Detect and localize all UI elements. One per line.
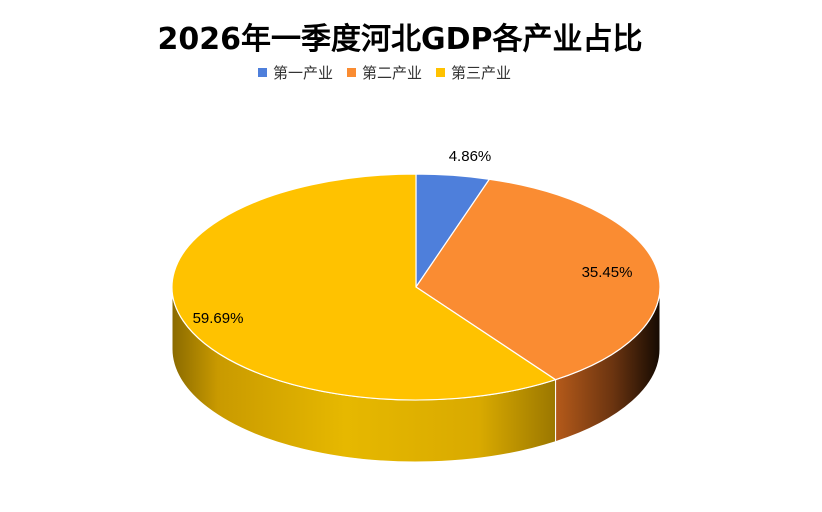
legend-label-primary: 第一产业 (273, 64, 334, 82)
pie-slice-secondary (415, 178, 661, 381)
data-labels: 4.86% 35.45% 59.69% (193, 148, 633, 327)
chart-title: 2026年一季度河北GDP各产业占比 (157, 22, 643, 57)
data-label-primary: 4.86% (449, 148, 492, 165)
legend-swatch-secondary (347, 68, 357, 77)
pie-slices (171, 173, 661, 401)
legend: 第一产业 第二产业 第三产业 (258, 62, 511, 83)
legend-label-secondary: 第二产业 (362, 64, 423, 82)
data-label-secondary: 35.45% (582, 264, 633, 281)
legend-swatch-primary (258, 68, 267, 77)
pie-slice-tertiary (171, 173, 557, 401)
legend-swatch-tertiary (436, 68, 446, 77)
legend-label-tertiary: 第三产业 (451, 64, 512, 82)
data-label-tertiary: 59.69% (193, 310, 244, 327)
legend-item-tertiary: 第三产业 (436, 62, 511, 83)
legend-item-secondary: 第二产业 (347, 62, 422, 83)
legend-item-primary: 第一产业 (258, 62, 333, 83)
